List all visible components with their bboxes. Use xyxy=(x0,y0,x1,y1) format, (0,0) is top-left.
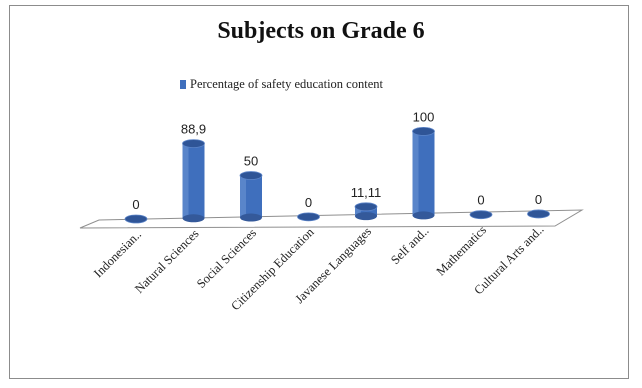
bar xyxy=(239,171,263,222)
category-label: Indonesian.. xyxy=(91,227,144,280)
category-label: Self and.. xyxy=(388,224,432,268)
value-label: 0 xyxy=(477,193,484,208)
value-label: 88,9 xyxy=(181,122,206,137)
value-label: 0 xyxy=(305,195,312,210)
floor-plane xyxy=(79,209,584,229)
bar xyxy=(182,139,205,223)
chart-frame xyxy=(9,5,629,379)
category-label: Mathematics xyxy=(434,223,490,279)
value-label: 0 xyxy=(535,192,542,207)
legend: Percentage of safety education content xyxy=(180,77,383,92)
bar xyxy=(412,126,435,220)
legend-label: Percentage of safety education content xyxy=(190,77,383,91)
bar xyxy=(527,209,550,219)
value-label: 50 xyxy=(244,154,258,169)
bar xyxy=(354,202,378,221)
chart-title: Subjects on Grade 6 xyxy=(217,18,425,44)
value-label: 100 xyxy=(413,109,435,124)
value-labels-group: 0 88,9 50 0 11,11 100 0 0 xyxy=(132,109,542,212)
bar xyxy=(469,210,493,220)
bar xyxy=(297,212,320,222)
bars-group xyxy=(124,126,550,224)
value-label: 11,11 xyxy=(351,185,382,200)
legend-swatch xyxy=(180,80,186,89)
value-label: 0 xyxy=(132,197,139,212)
bar xyxy=(124,214,148,224)
